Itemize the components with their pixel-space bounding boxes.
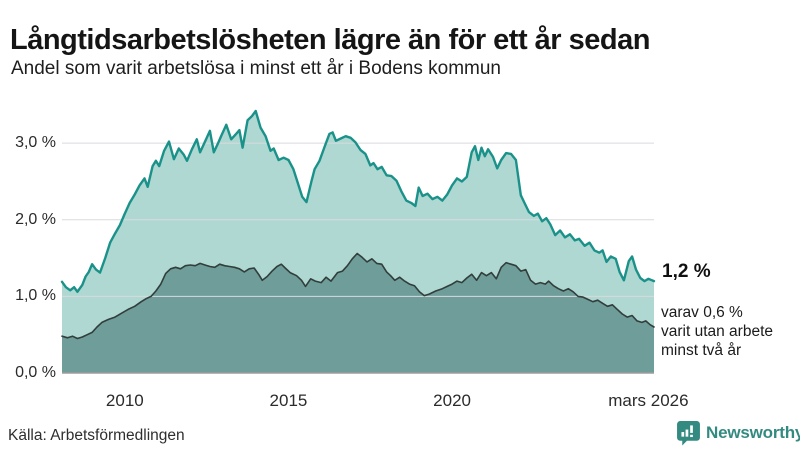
note-line: varav 0,6 % xyxy=(661,304,743,321)
newsworthy-bubble-chart-icon xyxy=(677,420,700,445)
source-attribution: Källa: Arbetsförmedlingen xyxy=(8,427,185,444)
x-tick-label: 2010 xyxy=(105,391,144,410)
x-tick-label: 2015 xyxy=(269,391,308,410)
x-tick-label: mars 2026 xyxy=(608,391,689,410)
y-tick-label: 3,0 % xyxy=(15,134,56,152)
series-end-value-label: 1,2 % xyxy=(662,261,711,282)
series-note-annotation: varav 0,6 % varit utan arbete minst två … xyxy=(661,303,773,360)
newsworthy-logo: Newsworthy xyxy=(676,419,800,446)
newsworthy-wordmark: Newsworthy xyxy=(706,422,800,442)
x-tick-label: 2020 xyxy=(433,391,471,410)
note-line: varit utan arbete xyxy=(661,323,774,340)
page-title: Långtidsarbetslösheten lägre än för ett … xyxy=(10,24,650,57)
page-subtitle: Andel som varit arbetslösa i minst ett å… xyxy=(11,58,501,79)
y-tick-label: 0,0 % xyxy=(15,364,56,381)
y-tick-label: 1,0 % xyxy=(15,287,56,305)
note-line: minst två år xyxy=(661,342,742,359)
y-tick-label: 2,0 % xyxy=(15,210,56,228)
